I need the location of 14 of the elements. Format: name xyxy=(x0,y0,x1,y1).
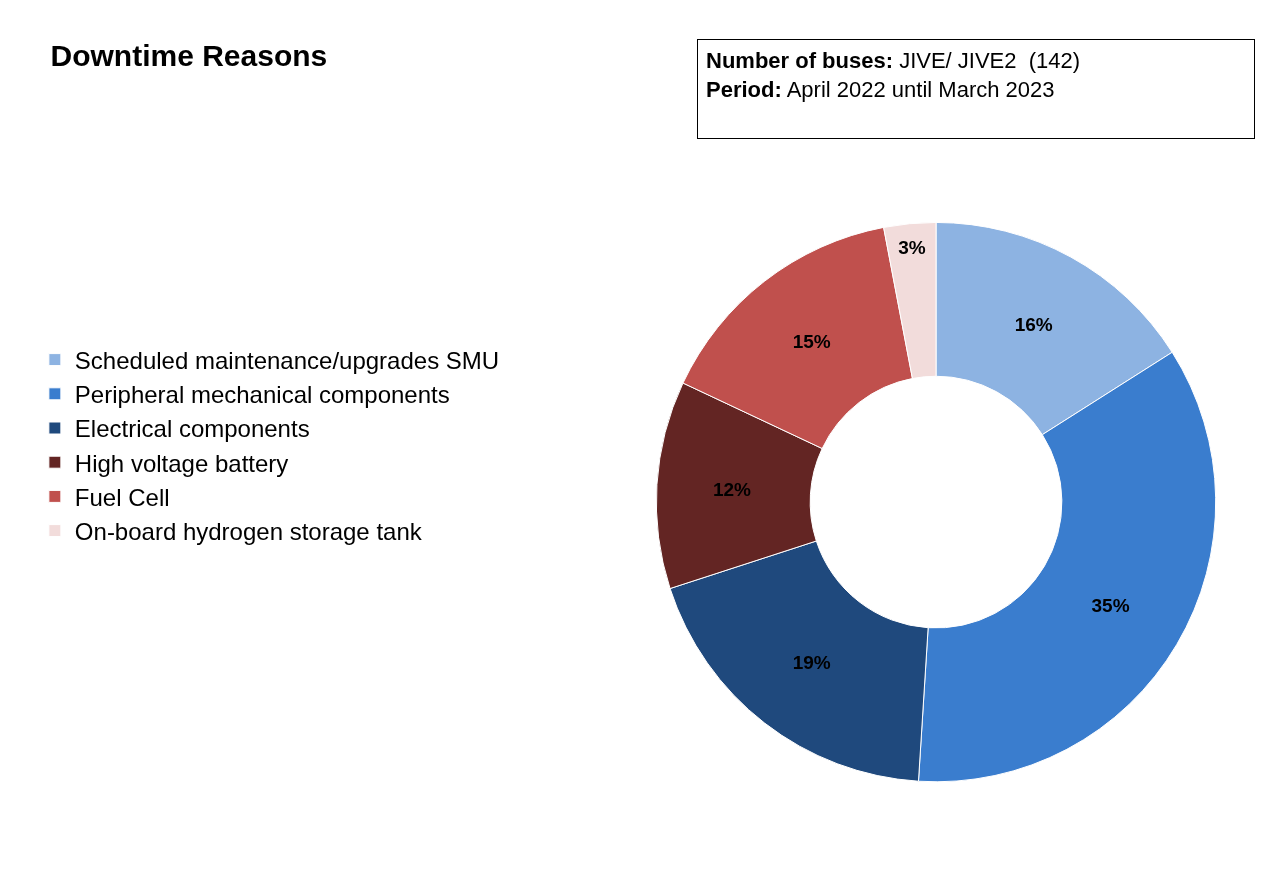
data-label: 15% xyxy=(792,331,831,353)
legend-label: High voltage battery xyxy=(74,449,289,477)
data-label: 16% xyxy=(1014,313,1053,335)
legend-label: On-board hydrogen storage tank xyxy=(74,517,423,545)
text: Number of buses: JIVE/ JIVE2 (142) Period: April 2022 until March 2023 xyxy=(706,48,1081,102)
legend-label: Fuel Cell xyxy=(74,483,170,511)
data-label: 12% xyxy=(712,478,752,500)
data-label: 3% xyxy=(898,237,926,259)
legend-label: Electrical components xyxy=(74,415,310,443)
data-label: 35% xyxy=(1091,594,1130,616)
chart-title: Downtime Reasons xyxy=(50,38,328,72)
data-label: 19% xyxy=(792,651,831,673)
legend-label: Scheduled maintenance/upgrades SMU xyxy=(74,346,500,374)
legend-label: Peripheral mechanical components xyxy=(74,381,450,409)
